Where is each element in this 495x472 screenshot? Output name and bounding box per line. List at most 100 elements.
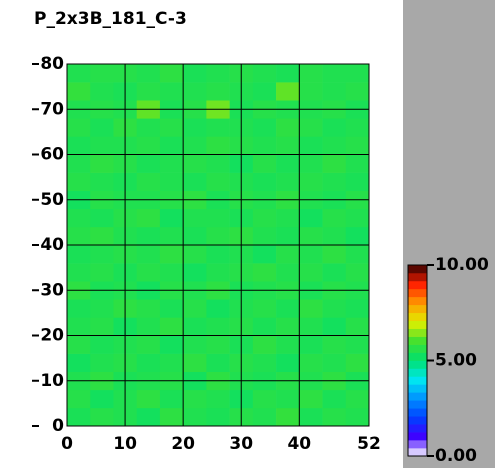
heat-cell <box>206 64 230 83</box>
heat-cell <box>67 64 91 83</box>
heat-cell <box>183 245 207 264</box>
colorbar-tick-label: 5.00 <box>435 351 477 371</box>
heat-cell <box>136 407 161 427</box>
heat-cell <box>299 226 323 246</box>
heat-cell <box>206 154 230 173</box>
heat-cell <box>136 353 161 372</box>
colorbar-band <box>408 392 427 401</box>
heat-cell <box>136 64 161 83</box>
heat-cell <box>206 263 230 282</box>
heat-cell <box>136 245 161 264</box>
heat-cell <box>90 353 114 372</box>
colorbar-band <box>408 448 427 457</box>
heat-cell <box>276 317 300 336</box>
colorbar-band <box>408 320 427 329</box>
heat-cell <box>345 172 370 191</box>
heat-cell <box>90 407 114 427</box>
heat-cell <box>252 226 277 246</box>
heat-cell <box>345 226 370 246</box>
heat-cell <box>345 136 370 155</box>
heat-cell <box>183 208 207 228</box>
heat-cell <box>90 226 114 246</box>
heat-cell <box>345 335 370 354</box>
colorbar-tick-label: 10.00 <box>435 255 489 275</box>
y-tick-label: 40 <box>40 235 64 255</box>
heat-cell <box>322 335 347 354</box>
heat-cell <box>206 317 230 336</box>
heat-cell <box>322 82 347 101</box>
heat-cell <box>276 407 300 427</box>
heat-cell <box>136 317 161 336</box>
heat-cell <box>276 353 300 372</box>
colorbar-band <box>408 400 427 409</box>
colorbar-band <box>408 265 427 274</box>
heat-cell <box>67 317 91 336</box>
heat-cell <box>183 389 207 409</box>
heat-cell <box>252 317 277 336</box>
heat-cell <box>276 136 300 155</box>
colorbar-band <box>408 336 427 345</box>
heat-cell <box>136 263 161 282</box>
heat-cell <box>159 82 184 101</box>
heat-cell <box>322 317 347 336</box>
heat-cell <box>159 317 184 336</box>
heat-cell <box>252 154 277 173</box>
heat-cell <box>206 335 230 354</box>
x-tick-label: 10 <box>113 434 137 454</box>
heat-cell <box>159 263 184 282</box>
heat-cell <box>67 389 91 409</box>
heat-cell <box>90 64 114 83</box>
y-tick-label: 0 <box>52 416 64 436</box>
chart-title: P_2x3B_181_C-3 <box>34 9 187 29</box>
heat-cell <box>90 389 114 409</box>
heat-cell <box>206 245 230 264</box>
y-tick-label: 30 <box>40 280 64 300</box>
y-tick-label: 20 <box>40 326 64 346</box>
heat-cell <box>90 299 114 318</box>
heat-cell <box>206 407 230 427</box>
heat-cell <box>252 407 277 427</box>
heat-cell <box>252 245 277 264</box>
heat-cell <box>136 335 161 354</box>
heat-cell <box>90 118 114 137</box>
heat-cell <box>299 407 323 427</box>
heat-cell <box>322 299 347 318</box>
heat-cell <box>67 154 91 173</box>
x-tick-label: 52 <box>357 434 381 454</box>
heat-cell <box>322 154 347 173</box>
heat-cell <box>159 389 184 409</box>
heat-cell <box>67 245 91 264</box>
heat-cell <box>159 64 184 83</box>
colorbar-band <box>408 432 427 441</box>
heat-cell <box>183 154 207 173</box>
heat-cell <box>67 118 91 137</box>
heat-cell <box>90 82 114 101</box>
heat-cell <box>136 136 161 155</box>
heat-cell <box>252 389 277 409</box>
heat-cell <box>276 64 300 83</box>
heat-cell <box>206 82 230 101</box>
heat-cell <box>90 136 114 155</box>
colorbar-band <box>408 328 427 337</box>
heat-cell <box>276 226 300 246</box>
heat-cell <box>345 407 370 427</box>
heat-cell <box>206 172 230 191</box>
heat-cell <box>345 64 370 83</box>
heat-cell <box>183 299 207 318</box>
colorbar-band <box>408 296 427 306</box>
heat-cell <box>276 154 300 173</box>
heat-cell <box>67 136 91 155</box>
heat-cell <box>252 263 277 282</box>
heat-cell <box>183 407 207 427</box>
colorbar-band <box>408 352 427 361</box>
heat-cell <box>322 245 347 264</box>
heat-cell <box>67 407 91 427</box>
heat-cell <box>322 226 347 246</box>
heat-cell <box>90 317 114 336</box>
y-tick-label: 10 <box>40 371 64 391</box>
heat-cell <box>276 245 300 264</box>
heat-cell <box>183 136 207 155</box>
colorbar-band <box>408 368 427 377</box>
heat-cell <box>252 353 277 372</box>
heat-cell <box>276 172 300 191</box>
